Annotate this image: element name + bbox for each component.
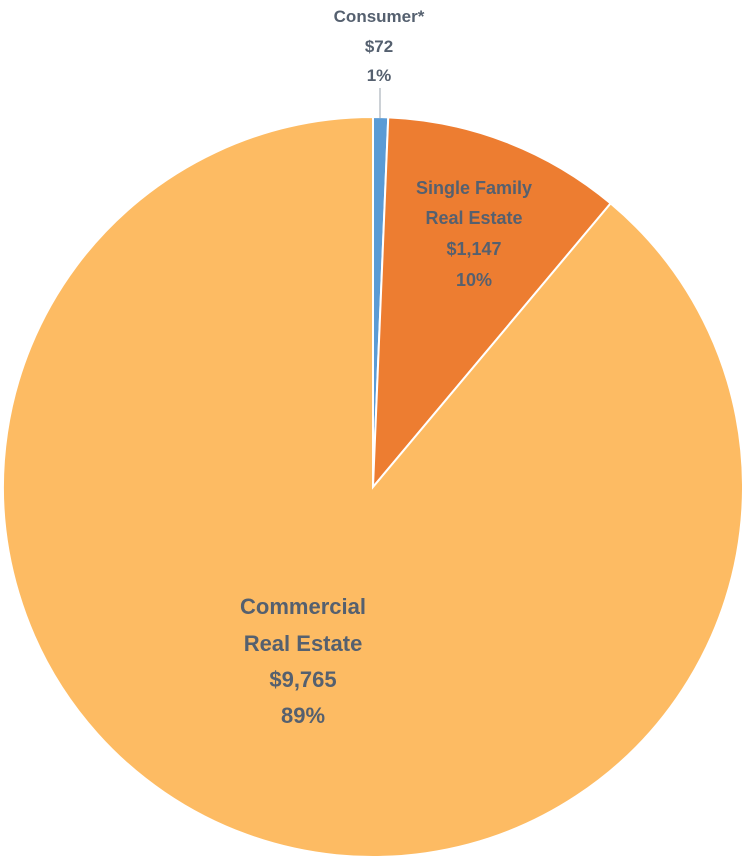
commercial-label: Commercial Real Estate $9,765 89%	[240, 594, 366, 728]
slice-single-family-real-estate	[371, 116, 613, 490]
commercial-name-line1: Commercial	[240, 594, 366, 619]
single-family-label: Single Family Real Estate $1,147 10%	[416, 178, 532, 290]
consumer-percent: 1%	[367, 66, 392, 85]
consumer-value: $72	[365, 37, 393, 56]
commercial-name-line2: Real Estate	[244, 631, 363, 656]
slice-commercial-real-estate	[2, 115, 742, 857]
commercial-percent: 89%	[281, 703, 325, 728]
single-family-name-line2: Real Estate	[425, 208, 522, 228]
commercial-value: $9,765	[269, 667, 336, 692]
single-family-value: $1,147	[446, 239, 501, 259]
single-family-percent: 10%	[456, 270, 492, 290]
pie-slices	[2, 115, 742, 857]
single-family-name-line1: Single Family	[416, 178, 532, 198]
consumer-label: Consumer* $72 1%	[334, 7, 425, 85]
consumer-name: Consumer*	[334, 7, 425, 26]
